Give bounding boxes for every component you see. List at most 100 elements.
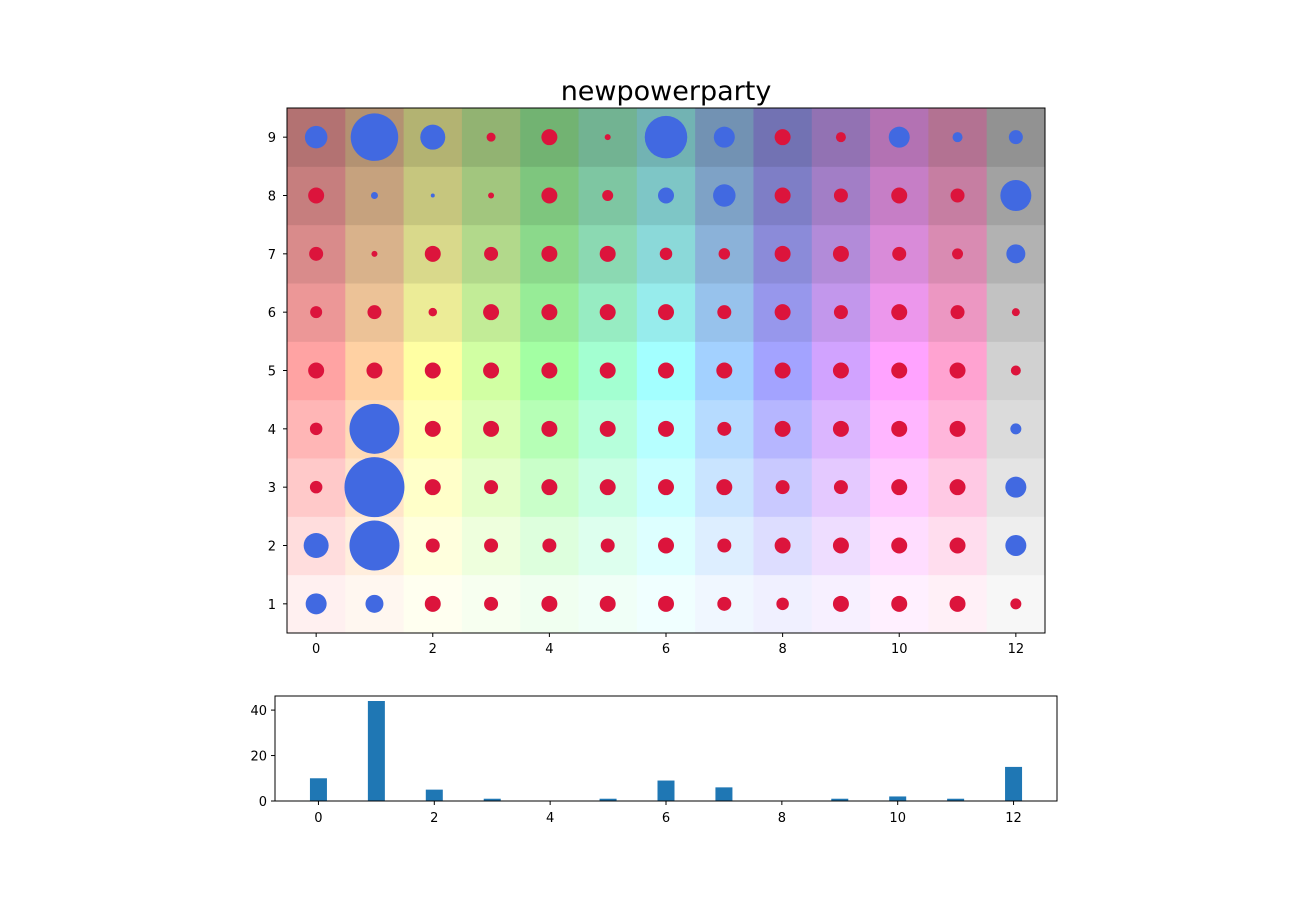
bubble-blue bbox=[713, 184, 736, 207]
bubble-red bbox=[541, 595, 558, 612]
bubble-red bbox=[366, 362, 383, 379]
bubble-red bbox=[310, 306, 323, 319]
bubble-red bbox=[833, 480, 848, 495]
x-tick-label: 4 bbox=[546, 811, 554, 826]
bubble-red bbox=[658, 420, 674, 437]
bubble-red bbox=[428, 307, 438, 317]
bubble-red bbox=[774, 187, 791, 204]
bubble-red bbox=[484, 246, 499, 261]
bubble-blue bbox=[365, 594, 384, 613]
x-tick-label: 6 bbox=[662, 811, 670, 826]
bubble-red bbox=[952, 248, 964, 260]
bubble-blue bbox=[1006, 244, 1026, 264]
bubble-red bbox=[658, 479, 674, 496]
bubble-red bbox=[309, 246, 324, 261]
bubble-red bbox=[950, 305, 965, 320]
y-tick-label: 9 bbox=[268, 131, 276, 146]
bubble-blue bbox=[1005, 535, 1027, 556]
bubble-red bbox=[1010, 365, 1021, 376]
bubble-red bbox=[891, 362, 908, 379]
bubble-red bbox=[604, 134, 611, 141]
bubble-blue bbox=[420, 124, 446, 150]
bubble-red bbox=[949, 479, 966, 496]
bubble-red bbox=[542, 538, 557, 553]
bubble-red bbox=[774, 537, 791, 554]
bar bbox=[947, 798, 965, 801]
bubble-red bbox=[891, 420, 908, 437]
bubble-red bbox=[484, 480, 499, 495]
bubble-blue bbox=[344, 457, 405, 518]
bubble-red bbox=[891, 537, 908, 554]
bubble-red bbox=[309, 422, 323, 436]
bottom-axes: 0 2 4 6 8 10 12 0 20 40 bbox=[250, 695, 1058, 826]
x-tick-label: 2 bbox=[430, 811, 438, 826]
bar bbox=[657, 780, 675, 801]
bar bbox=[309, 778, 327, 801]
x-tick-label: 12 bbox=[1008, 642, 1025, 657]
bubble-red bbox=[832, 245, 849, 262]
bubble-red bbox=[891, 304, 908, 321]
bubble-red bbox=[486, 132, 496, 142]
bubble-red bbox=[891, 479, 908, 496]
y-tick-label: 6 bbox=[268, 306, 276, 321]
bubble-red bbox=[599, 362, 616, 379]
bubble-red bbox=[541, 129, 558, 146]
bubble-red bbox=[424, 245, 441, 262]
bubble-blue bbox=[1008, 130, 1023, 145]
bubble-red bbox=[716, 362, 733, 379]
x-tick-label: 10 bbox=[891, 642, 908, 657]
bubble-red bbox=[1011, 308, 1020, 317]
bubble-red bbox=[541, 245, 558, 262]
bubble-red bbox=[891, 595, 908, 612]
bubble-blue bbox=[349, 403, 400, 454]
x-tick-label: 10 bbox=[889, 811, 906, 826]
x-tick-label: 2 bbox=[429, 642, 437, 657]
bubble-red bbox=[541, 304, 558, 321]
y-tick-label: 3 bbox=[268, 481, 276, 496]
bubble-blue bbox=[305, 593, 327, 615]
bar bbox=[425, 789, 443, 801]
x-tick-label: 8 bbox=[778, 811, 786, 826]
bubble-red bbox=[774, 245, 791, 262]
bubble-red bbox=[308, 362, 325, 379]
bubble-red bbox=[541, 420, 558, 437]
bubble-red bbox=[424, 362, 441, 379]
bubble-blue bbox=[658, 187, 674, 204]
y-tick-label: 40 bbox=[250, 704, 267, 719]
bubble-blue bbox=[1000, 180, 1032, 211]
bubble-blue bbox=[888, 126, 910, 148]
chart-title: newpowerparty bbox=[561, 76, 772, 107]
bubble-red bbox=[658, 362, 674, 379]
bubble-red bbox=[483, 362, 500, 379]
bar bbox=[715, 787, 733, 801]
bubble-red bbox=[949, 420, 966, 437]
bubble-blue bbox=[370, 192, 378, 199]
bubble-blue bbox=[1005, 476, 1027, 498]
bubble-red bbox=[599, 304, 616, 321]
bubble-red bbox=[658, 537, 674, 554]
bubble-blue bbox=[303, 533, 329, 558]
bubble-red bbox=[717, 596, 732, 611]
y-tick-label: 5 bbox=[268, 365, 276, 380]
bubble-red bbox=[424, 479, 441, 496]
y-tick-label: 0 bbox=[259, 795, 267, 810]
bubble-red bbox=[488, 192, 495, 199]
bubble-red bbox=[717, 538, 732, 553]
bubble-red bbox=[833, 305, 848, 320]
bubble-red bbox=[658, 595, 674, 612]
bubble-red bbox=[600, 538, 615, 553]
bubble-red bbox=[716, 479, 733, 496]
bubble-red bbox=[599, 245, 616, 262]
bubble-red bbox=[774, 420, 791, 437]
bubble-red bbox=[599, 479, 616, 496]
bubble-red bbox=[484, 538, 499, 553]
y-tick-label: 2 bbox=[268, 540, 276, 555]
bubble-red bbox=[308, 187, 325, 204]
x-tick-label: 12 bbox=[1005, 811, 1022, 826]
bubble-red bbox=[832, 537, 849, 554]
bar bbox=[367, 701, 385, 801]
x-tick-label: 0 bbox=[314, 811, 322, 826]
y-tick-label: 7 bbox=[268, 248, 276, 263]
bar bbox=[889, 796, 907, 801]
